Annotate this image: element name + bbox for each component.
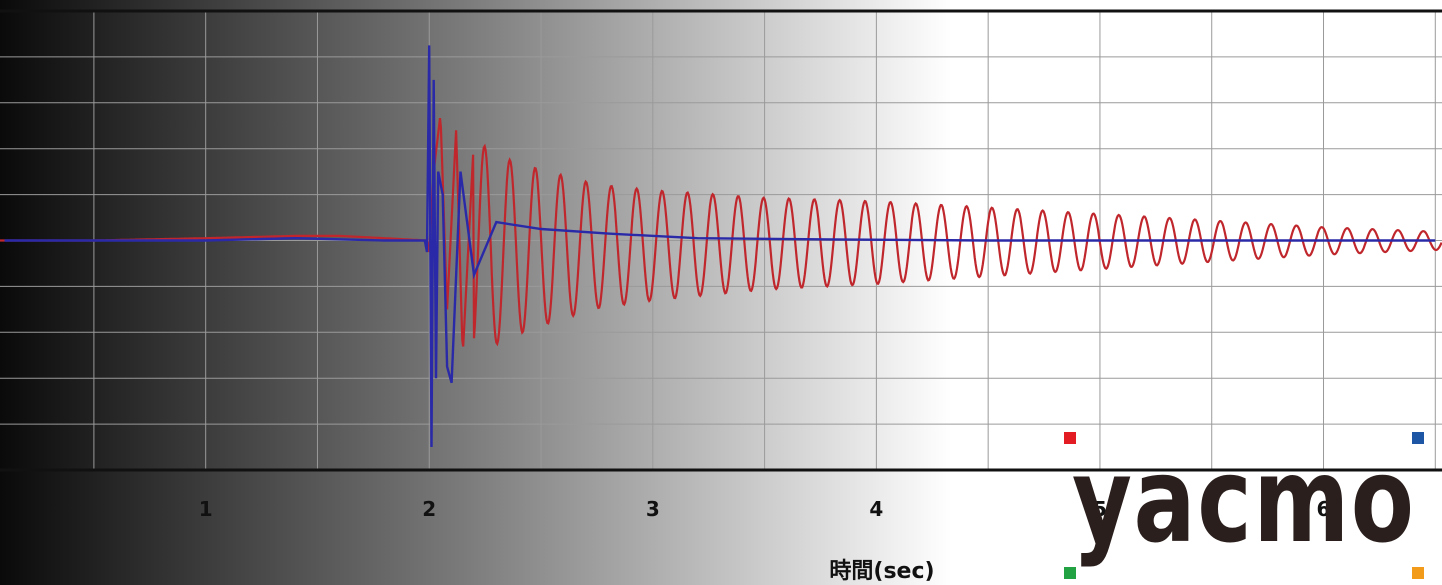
logo-dot-red <box>1064 432 1076 444</box>
x-axis-title: 時間(sec) <box>829 559 934 584</box>
x-tick-labels: 1 2 3 4 5 6 <box>199 497 1331 521</box>
x-tick-label: 3 <box>646 497 660 521</box>
x-tick-label: 2 <box>422 497 436 521</box>
brand-logo: yacmo <box>1058 428 1442 585</box>
x-tick-label: 6 <box>1317 497 1331 521</box>
x-tick-label: 5 <box>1093 497 1107 521</box>
logo-wordmark: yacmo <box>1072 431 1416 569</box>
logo-dot-green <box>1064 567 1076 579</box>
logo-dot-orange <box>1412 567 1424 579</box>
series-line-blue <box>4 45 1436 448</box>
logo-dot-blue <box>1412 432 1424 444</box>
x-tick-label: 1 <box>199 497 213 521</box>
series-group <box>0 45 1442 448</box>
x-tick-label: 4 <box>869 497 883 521</box>
